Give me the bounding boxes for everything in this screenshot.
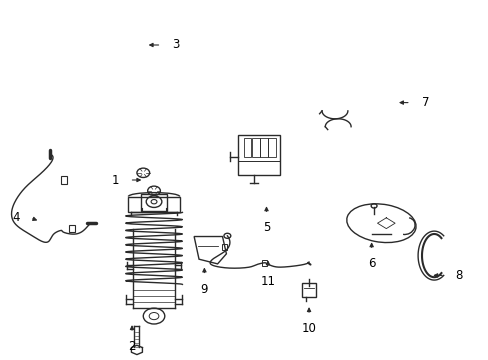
Text: 6: 6 xyxy=(367,257,375,270)
Text: 2: 2 xyxy=(128,340,136,353)
Bar xyxy=(243,138,251,157)
Bar xyxy=(260,138,267,157)
Bar xyxy=(222,244,227,250)
Text: 7: 7 xyxy=(421,96,428,109)
Bar xyxy=(128,197,180,212)
Text: 9: 9 xyxy=(200,283,208,296)
Text: 8: 8 xyxy=(455,269,462,282)
Text: 10: 10 xyxy=(301,322,316,335)
Bar xyxy=(61,176,66,184)
Bar xyxy=(69,225,75,232)
Text: 1: 1 xyxy=(111,174,119,186)
Bar xyxy=(238,135,279,175)
Text: 3: 3 xyxy=(172,39,179,51)
Text: 5: 5 xyxy=(262,221,270,234)
Text: 11: 11 xyxy=(260,275,275,288)
Bar xyxy=(267,138,275,157)
Bar xyxy=(251,138,259,157)
Text: 4: 4 xyxy=(12,211,20,224)
Bar xyxy=(302,283,315,297)
Bar xyxy=(141,194,167,211)
Bar xyxy=(261,260,266,266)
